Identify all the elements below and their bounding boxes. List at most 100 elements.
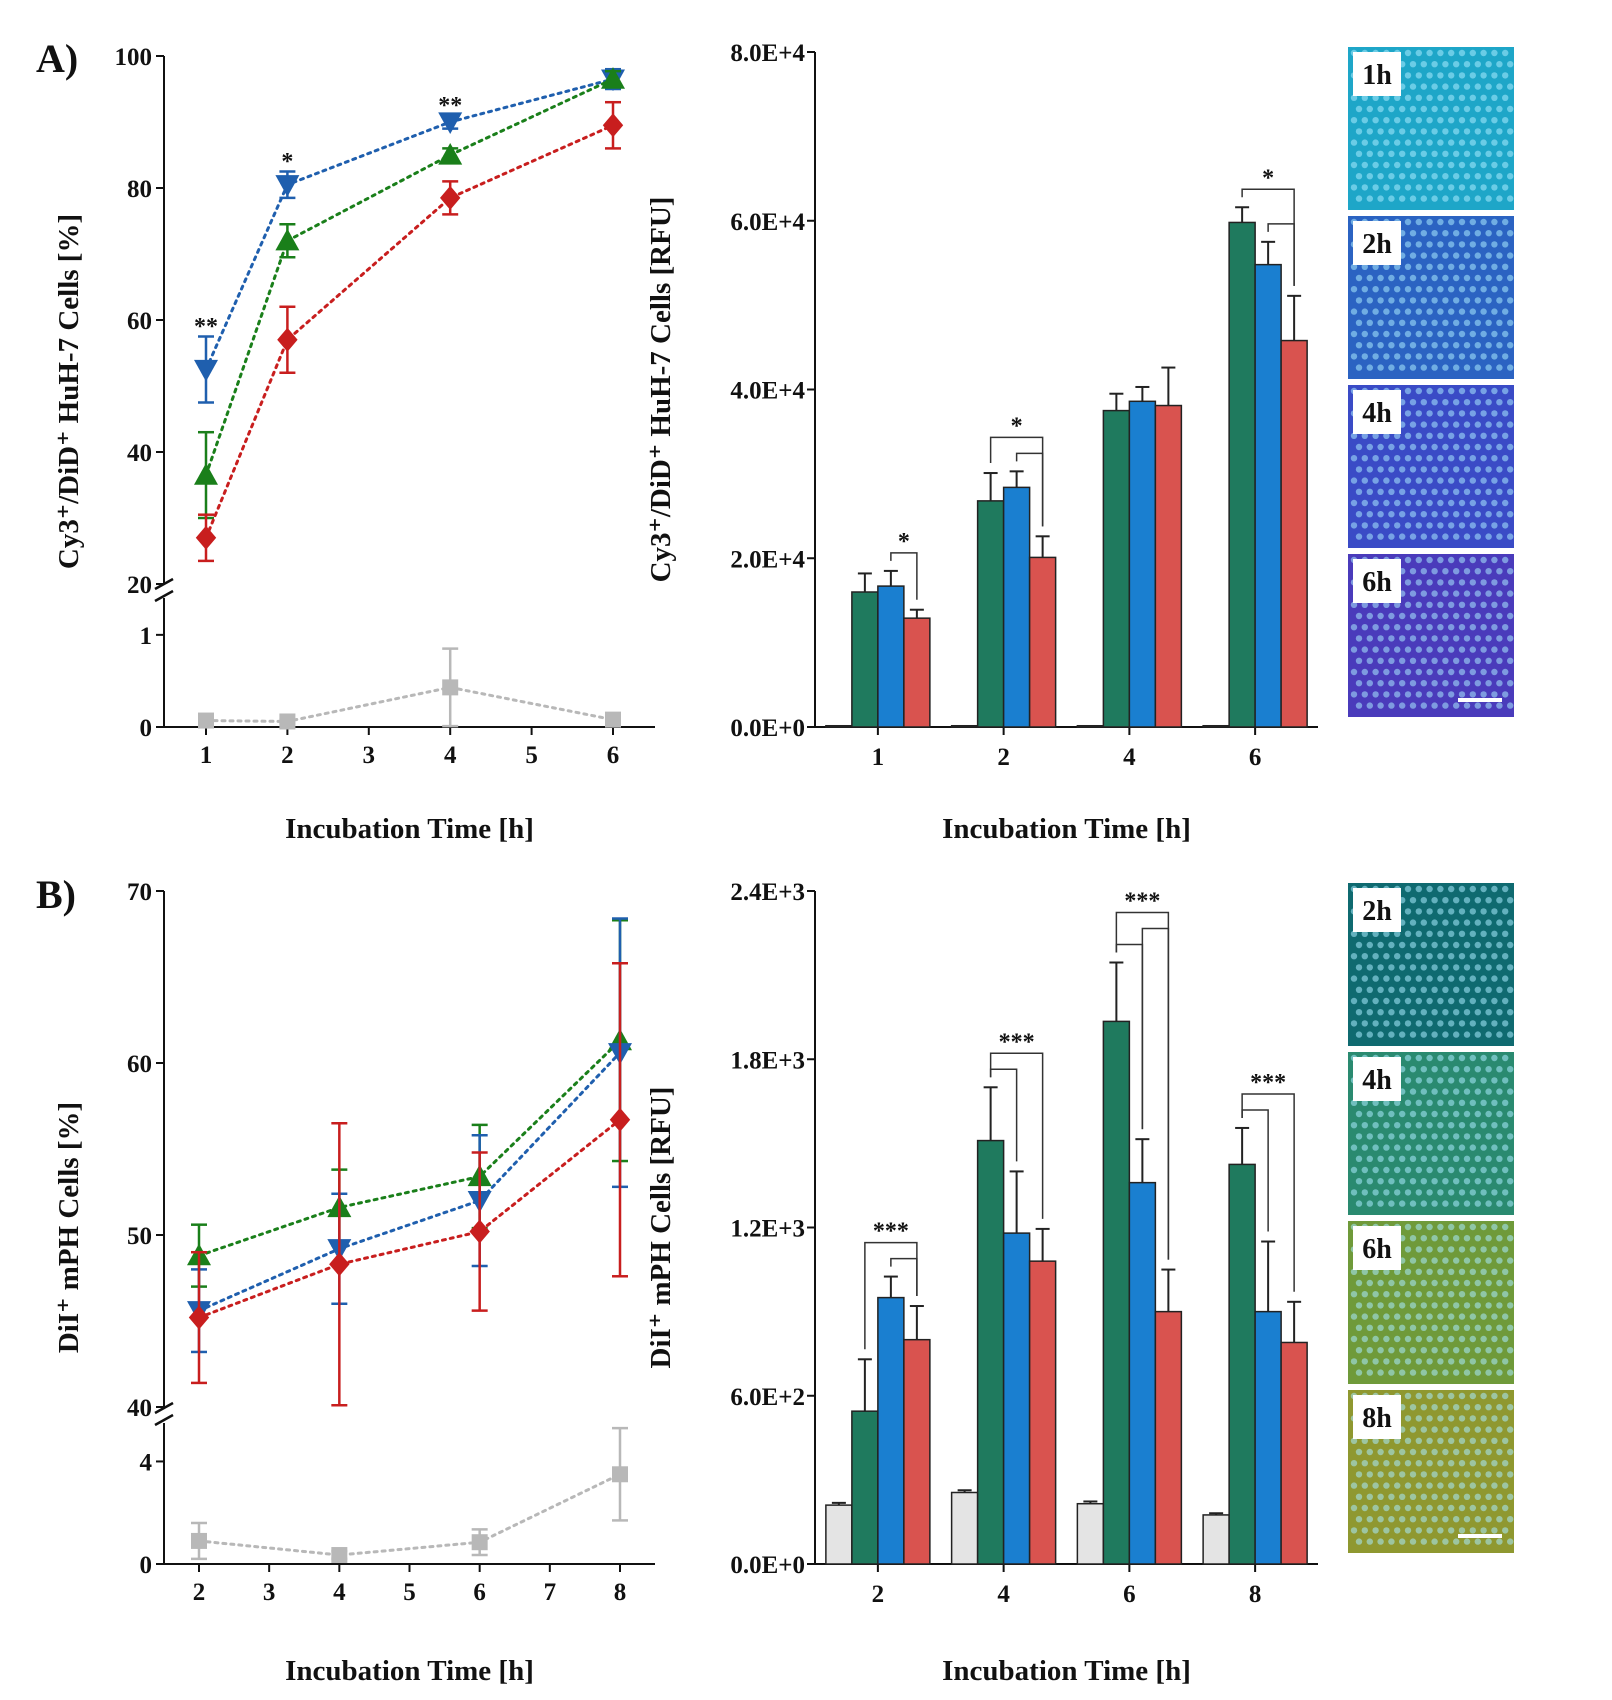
cell-nucleus [1420,1257,1428,1264]
cell-nucleus [1431,1235,1438,1242]
cell-nucleus [1426,139,1433,146]
cell-nucleus [1388,173,1395,180]
cell-nucleus [1502,1054,1509,1062]
cell-nucleus [1507,1347,1514,1354]
cell-nucleus [1383,522,1390,529]
cell-nucleus [1458,1482,1466,1489]
cell-nucleus [1361,1358,1369,1365]
cell-nucleus [1350,975,1358,982]
cell-nucleus [1502,72,1509,79]
cell-nucleus [1355,680,1363,687]
cell-nucleus [1463,568,1471,575]
cell-nucleus [1448,117,1455,124]
x-tick-label: 6 [1123,1581,1136,1608]
cell-nucleus [1442,230,1449,237]
cell-nucleus [1350,1335,1358,1343]
cell-nucleus [1377,150,1384,157]
cell-nucleus [1372,353,1379,360]
cell-nucleus [1420,1178,1428,1185]
cell-nucleus [1372,117,1379,124]
cell-nucleus [1448,218,1455,226]
cell-nucleus [1415,579,1423,586]
panel-b-label: B) [36,872,76,917]
cell-nucleus [1474,399,1482,406]
cell-nucleus [1415,1189,1423,1196]
y-tick-label: 60 [127,1051,152,1078]
cell-nucleus [1404,953,1412,960]
cell-nucleus [1361,1460,1369,1467]
cell-nucleus [1458,1415,1466,1422]
y-tick-label: 1 [140,623,153,650]
cell-nucleus [1507,986,1514,993]
bar [903,1338,931,1565]
cell-nucleus [1388,1178,1395,1185]
cell-nucleus [1491,579,1498,586]
cell-nucleus [1404,1482,1412,1489]
cell-nucleus [1426,885,1433,893]
cell-nucleus [1404,930,1412,937]
cell-nucleus [1420,590,1428,597]
cell-nucleus [1463,1493,1471,1501]
y-tick-label: 20 [127,572,152,599]
cell-nucleus [1469,1189,1477,1196]
cell-nucleus [1448,1335,1455,1343]
data-point [198,712,214,729]
cell-nucleus [1420,986,1428,993]
cell-nucleus [1420,897,1428,904]
cell-nucleus [1469,885,1477,893]
bar [1228,221,1256,728]
cell-nucleus [1420,1200,1428,1207]
cell-nucleus [1485,195,1492,202]
cell-nucleus [1502,1415,1509,1422]
cell-nucleus [1355,1178,1363,1185]
cell-nucleus [1431,421,1438,428]
cell-nucleus [1474,1009,1482,1016]
cell-nucleus [1350,1482,1358,1489]
cell-nucleus [1442,252,1449,259]
cell-nucleus [1383,997,1390,1005]
cell-nucleus [1366,173,1374,180]
cell-nucleus [1383,1099,1390,1107]
cell-nucleus [1426,646,1433,653]
cell-nucleus [1458,1437,1466,1445]
cell-nucleus [1453,1031,1460,1038]
cell-nucleus [1431,511,1438,518]
cell-nucleus [1469,477,1477,484]
cell-nucleus [1394,1358,1401,1365]
cell-nucleus [1474,128,1482,135]
cell-nucleus [1480,601,1487,608]
cell-nucleus [1355,173,1363,180]
cell-nucleus [1469,1054,1477,1062]
cell-nucleus [1431,1257,1438,1264]
cell-nucleus [1458,1246,1466,1253]
cell-nucleus [1496,1110,1503,1118]
cell-nucleus [1420,635,1428,642]
cell-nucleus [1442,1471,1449,1478]
cell-nucleus [1394,477,1401,484]
cell-nucleus [1463,1516,1471,1523]
cell-nucleus [1399,443,1406,451]
cell-nucleus [1383,1437,1390,1445]
cell-nucleus [1399,1110,1406,1118]
bar [1154,1310,1183,1565]
cell-nucleus [1431,150,1438,157]
cell-nucleus [1469,1482,1477,1489]
cell-nucleus [1426,455,1433,462]
y-tick-label: 60 [127,308,152,335]
cell-nucleus [1474,421,1482,428]
cell-nucleus [1469,330,1477,338]
cell-nucleus [1394,184,1401,191]
cell-nucleus [1453,230,1460,237]
cell-nucleus [1409,1031,1417,1038]
cell-nucleus [1431,1155,1438,1163]
cell-nucleus [1415,1527,1423,1534]
cell-nucleus [1394,646,1401,653]
cell-nucleus [1399,1369,1406,1376]
cell-nucleus [1350,184,1358,191]
cell-nucleus [1485,466,1492,473]
cell-nucleus [1437,308,1444,315]
cell-nucleus [1399,657,1406,664]
cell-nucleus [1404,477,1412,484]
